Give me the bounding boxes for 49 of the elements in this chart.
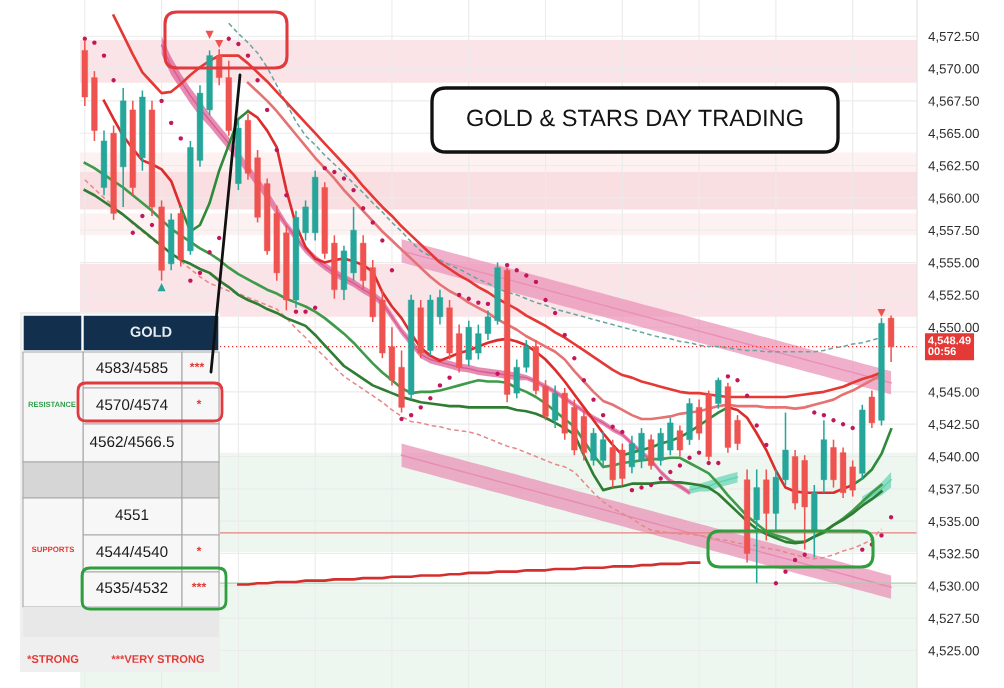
y-tick-label: 4,550.00: [928, 322, 979, 334]
annotation: 4583/4585: [96, 361, 168, 374]
point: [215, 39, 224, 49]
candlestick: [849, 459, 856, 498]
candlestick: [715, 376, 722, 410]
annotation: 4535/4532: [96, 581, 168, 594]
annotation: ***: [191, 582, 207, 588]
point: [877, 308, 886, 318]
y-tick-label: 4,542.50: [928, 419, 979, 431]
candlestick: [475, 323, 482, 361]
y-tick-label: 4,527.50: [928, 613, 979, 625]
text: GOLD: [130, 326, 172, 337]
y-tick-label: 4,562.50: [928, 161, 979, 172]
candlestick: [523, 339, 530, 374]
y-tick-label: 4,572.50: [928, 31, 979, 43]
line-series: [237, 561, 701, 586]
y-tick-label: 4,540.00: [928, 452, 979, 463]
y-tick-label: 4,567.50: [928, 96, 979, 108]
annotation: ***: [189, 362, 205, 368]
candlestick: [628, 435, 636, 475]
point: [205, 30, 214, 39]
y-tick-label: 4,555.00: [928, 258, 979, 269]
text: GOLD & STARS DAY TRADING: [467, 109, 803, 127]
annotation: 4562/4566.5: [89, 435, 174, 448]
y-tick-label: 4,525.00: [928, 646, 979, 657]
candlestick: [734, 414, 741, 451]
y-tick-label: 4,565.00: [928, 128, 979, 140]
y-tick-label: 4,530.00: [928, 581, 979, 593]
y-tick-label: 4,545.00: [928, 387, 979, 399]
candlestick: [436, 288, 444, 326]
candlestick: [600, 431, 607, 469]
annotation: 4551: [115, 509, 149, 521]
y-tick-label: 4,535.00: [928, 516, 979, 528]
y-tick-label: 4,557.50: [928, 225, 979, 237]
candlestick: [484, 309, 492, 341]
text: *STRONG: [27, 655, 79, 663]
y-tick-label: 4,560.00: [928, 193, 979, 205]
y-tick-label: 4,570.00: [928, 64, 979, 76]
annotation: ***VERY STRONG: [111, 655, 204, 663]
annotation: *: [196, 399, 202, 405]
point: [157, 283, 166, 292]
annotation: *: [196, 546, 202, 552]
y-tick-label: 4,532.50: [928, 549, 979, 560]
annotation: 4570/4574: [96, 398, 168, 411]
y-tick-label: 4,552.50: [928, 290, 979, 302]
y-tick-label: 4,537.50: [928, 484, 979, 496]
annotation: 4544/4540: [96, 545, 168, 558]
ref-line-label: 4,548.49 00:56: [928, 336, 971, 356]
candlestick: [676, 424, 683, 458]
